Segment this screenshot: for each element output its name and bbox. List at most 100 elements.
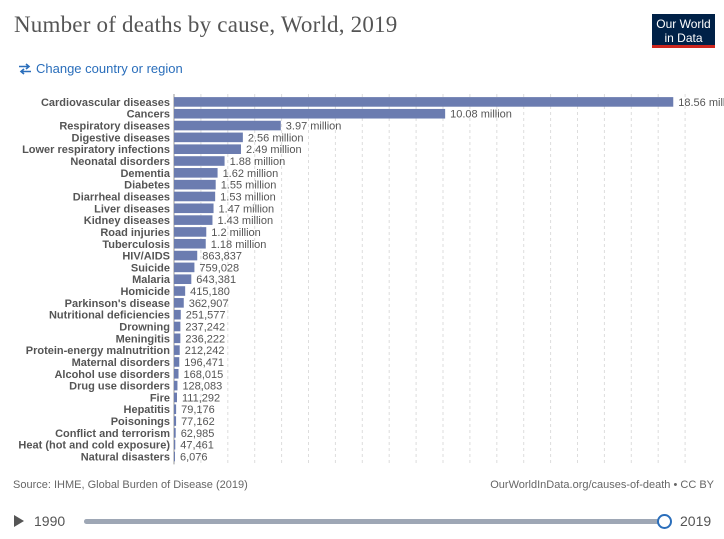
value-label: 212,242 (185, 345, 225, 357)
timeline-track[interactable] (84, 519, 664, 524)
bar[interactable] (174, 238, 206, 249)
category-label: Neonatal disorders (70, 156, 170, 168)
category-label: Digestive diseases (72, 132, 170, 144)
category-label: Drug use disorders (69, 381, 170, 393)
bar[interactable] (174, 404, 177, 415)
value-label: 1.62 million (223, 168, 279, 180)
bar[interactable] (174, 368, 179, 379)
category-label: Kidney diseases (84, 215, 170, 227)
value-label: 10.08 million (450, 109, 512, 121)
owid-logo[interactable]: Our World in Data (652, 14, 715, 48)
category-label: Tuberculosis (102, 239, 170, 251)
value-label: 47,461 (180, 440, 214, 452)
category-label: HIV/AIDS (122, 251, 170, 263)
value-label: 1.18 million (211, 239, 267, 251)
bar[interactable] (174, 203, 214, 214)
category-label: Cancers (127, 109, 170, 121)
bar[interactable] (174, 179, 216, 190)
value-label: 1.88 million (230, 156, 286, 168)
category-label: Homicide (120, 286, 170, 298)
bar[interactable] (174, 215, 213, 225)
bar[interactable] (174, 321, 181, 332)
category-label: Alcohol use disorders (54, 369, 170, 381)
value-label: 79,176 (181, 404, 215, 416)
value-label: 77,162 (181, 416, 215, 428)
change-country-button[interactable]: Change country or region (18, 61, 183, 76)
value-label: 196,471 (184, 357, 224, 369)
category-label: Malaria (132, 274, 171, 286)
category-label: Nutritional deficiencies (49, 310, 170, 322)
timeline-end-year: 2019 (680, 513, 712, 529)
bar[interactable] (174, 250, 198, 261)
bar[interactable] (174, 309, 181, 320)
category-label: Heat (hot and cold exposure) (18, 440, 170, 452)
bar-chart: Cardiovascular diseases 18.56 million Canc… (18, 94, 724, 465)
value-label: 362,907 (189, 298, 229, 310)
category-label: Conflict and terrorism (55, 428, 170, 440)
category-label: Parkinson's disease (65, 298, 170, 310)
bar[interactable] (174, 439, 176, 450)
bar[interactable] (174, 274, 192, 285)
value-label: 2.49 million (246, 144, 302, 156)
bar[interactable] (174, 156, 225, 166)
value-label: 237,242 (185, 321, 225, 333)
category-label: Dementia (120, 168, 170, 180)
category-label: Hepatitis (124, 404, 170, 416)
bar[interactable] (174, 428, 176, 438)
bar[interactable] (174, 416, 177, 426)
value-label: 1.55 million (221, 180, 277, 192)
value-label: 759,028 (199, 262, 239, 274)
value-label: 1.2 million (211, 227, 261, 239)
category-label: Road injuries (100, 227, 170, 239)
value-label: 111,292 (182, 392, 220, 404)
timeline-start-year: 1990 (34, 513, 66, 529)
category-label: Maternal disorders (72, 357, 170, 369)
bar[interactable] (174, 108, 446, 119)
bar[interactable] (174, 345, 180, 355)
bar[interactable] (174, 132, 243, 143)
bar[interactable] (174, 357, 180, 367)
bar[interactable] (174, 451, 175, 462)
value-label: 6,076 (180, 452, 208, 464)
value-label: 1.43 million (217, 215, 273, 227)
value-label: 1.53 million (220, 191, 276, 203)
timeline-handle[interactable] (657, 514, 672, 529)
category-label: Drowning (119, 321, 170, 333)
category-label: Suicide (131, 262, 170, 274)
value-label: 2.56 million (248, 132, 304, 144)
bar[interactable] (174, 392, 177, 403)
value-label: 863,837 (202, 251, 242, 263)
value-label: 1.47 million (219, 203, 275, 215)
category-label: Respiratory diseases (59, 121, 170, 133)
value-label: 415,180 (190, 286, 230, 298)
category-label: Liver diseases (94, 203, 170, 215)
logo-line-2: in Data (664, 31, 703, 45)
bar[interactable] (174, 333, 181, 344)
category-label: Poisonings (111, 416, 170, 428)
value-label: 18.56 million (678, 97, 724, 109)
swap-arrows-icon (19, 62, 31, 75)
bar[interactable] (174, 144, 241, 154)
timeline-track-fill (84, 519, 664, 524)
bar[interactable] (174, 298, 184, 308)
value-label: 3.97 million (286, 121, 342, 133)
bar[interactable] (174, 120, 281, 131)
value-label: 62,985 (181, 428, 215, 440)
bar[interactable] (174, 191, 216, 202)
play-icon[interactable] (14, 515, 24, 527)
logo-line-1: Our World (656, 17, 711, 31)
source-url[interactable]: OurWorldInData.org/causes-of-death • CC … (490, 479, 714, 491)
bar[interactable] (174, 97, 674, 107)
category-label: Diarrheal diseases (73, 191, 170, 203)
bar[interactable] (174, 227, 207, 237)
value-label: 168,015 (184, 369, 224, 381)
category-label: Protein-energy malnutrition (26, 345, 171, 357)
category-label: Natural disasters (81, 452, 170, 464)
bar[interactable] (174, 286, 186, 296)
bar[interactable] (174, 168, 218, 178)
category-label: Diabetes (124, 180, 170, 192)
source-note[interactable]: Source: IHME, Global Burden of Disease (… (13, 479, 248, 491)
bar[interactable] (174, 380, 178, 391)
category-label: Meningitis (116, 333, 170, 345)
bar[interactable] (174, 262, 195, 273)
